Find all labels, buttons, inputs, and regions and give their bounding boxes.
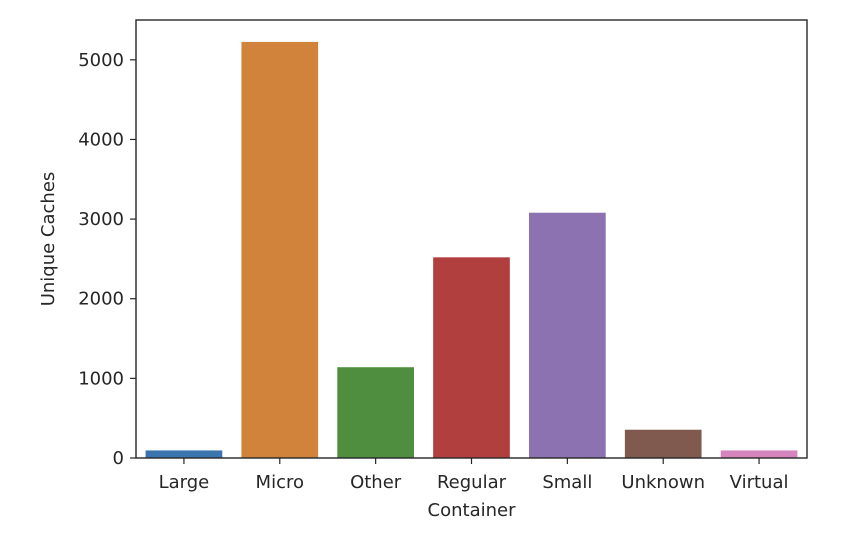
x-axis-ticks: Large Micro Other Regular Small Unknown Virtua…: [159, 458, 789, 493]
y-axis-ticks: 0 1000 2000 3000 4000 5000: [78, 50, 136, 469]
y-tick-label: 3000: [78, 209, 124, 230]
x-tick-label: Large: [159, 472, 210, 493]
y-axis-label: Unique Caches: [38, 172, 59, 307]
x-tick-label: Other: [350, 472, 402, 493]
y-tick-label: 2000: [78, 289, 124, 310]
x-tick-label: Virtual: [730, 472, 789, 493]
bar-other: [337, 367, 414, 458]
y-tick-label: 5000: [78, 50, 124, 71]
bar-virtual: [720, 450, 798, 458]
x-tick-label: Small: [542, 472, 592, 493]
bar-regular: [433, 257, 510, 458]
bar-large: [145, 450, 223, 458]
bars-group: [145, 41, 798, 459]
x-tick-label: Micro: [256, 472, 304, 493]
y-tick-label: 1000: [78, 368, 124, 389]
bar-unknown: [624, 429, 702, 458]
plot-frame: [135, 19, 808, 459]
bar-micro: [241, 41, 319, 459]
bar-small: [529, 212, 606, 458]
y-tick-label: 0: [113, 448, 124, 469]
x-axis-label: Container: [428, 500, 517, 521]
x-tick-label: Regular: [437, 472, 507, 493]
x-tick-label: Unknown: [621, 472, 705, 493]
y-tick-label: 4000: [78, 129, 124, 150]
